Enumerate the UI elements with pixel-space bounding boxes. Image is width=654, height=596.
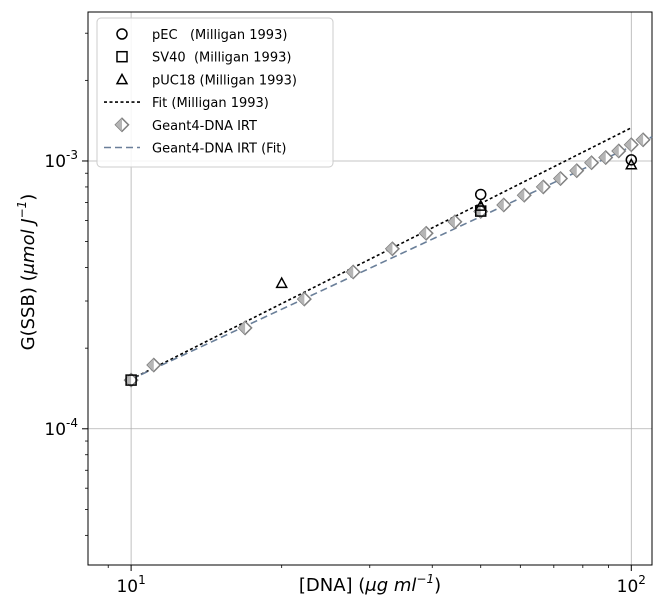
- legend-triangle-icon: [115, 72, 129, 85]
- diamond-marker: [384, 241, 400, 257]
- circle-marker: [474, 188, 487, 201]
- diamond-half-fill: [497, 198, 504, 212]
- diamond-marker: [552, 170, 569, 187]
- diamond-marker: [623, 137, 639, 153]
- diamond-half-fill: [636, 133, 644, 147]
- legend-label: Geant4-DNA IRT (Fit): [152, 142, 286, 157]
- x-axis-label-sup: −1: [416, 572, 434, 586]
- legend-label: Fit (Milligan 1993): [152, 96, 269, 111]
- triangle-marker: [474, 199, 487, 211]
- diamond-half-fill: [599, 151, 606, 165]
- legend-box: [96, 17, 334, 168]
- diamond-marker: [146, 357, 162, 373]
- diamond-half-fill: [612, 144, 619, 158]
- diamond-marker: [496, 197, 512, 213]
- diamond-marker: [611, 143, 627, 159]
- legend-diamond-icon: [114, 117, 130, 133]
- diamond-marker: [418, 225, 434, 241]
- diamond-marker: [296, 291, 312, 307]
- diamond-half-fill: [238, 321, 246, 335]
- y-axis-label-math: μmol J: [18, 218, 39, 275]
- diamond-marker: [345, 264, 361, 280]
- diamond-marker: [516, 187, 532, 203]
- diamond-half-fill: [419, 226, 427, 240]
- diamond-marker: [584, 155, 600, 171]
- diamond-half-fill: [448, 215, 455, 229]
- legend-label: pEC (Milligan 1993): [152, 28, 287, 43]
- diamond-half-fill: [554, 172, 561, 186]
- circle-marker: [625, 154, 638, 166]
- diamond-half-fill: [624, 138, 632, 152]
- y-axis-label-sup: −1: [15, 201, 29, 219]
- diamond-half-fill: [385, 242, 393, 256]
- legend-label: pUC18 (Milligan 1993): [152, 73, 297, 88]
- legend-circle-icon: [116, 28, 128, 40]
- ticks: [82, 32, 632, 571]
- diamond-half-fill: [147, 358, 154, 372]
- x-axis-label-math: μg ml: [364, 575, 416, 596]
- legend: pEC (Milligan 1993) SV40 (Milligan 1993) p…: [96, 17, 334, 168]
- square-marker: [474, 205, 487, 217]
- square-marker: [125, 374, 137, 386]
- diamond-marker: [598, 149, 614, 166]
- markers: [123, 132, 651, 388]
- diamond-half-fill: [297, 292, 305, 306]
- diamond-half-fill: [124, 373, 132, 387]
- x-axis-label-close: ): [434, 575, 441, 596]
- x-axis-label: [DNA] (μg ml−1): [299, 572, 441, 596]
- diamond-half-fill: [570, 164, 577, 178]
- x-tick-label: 102: [617, 573, 646, 596]
- diamond-half-fill: [474, 204, 481, 218]
- x-tick-label: 101: [116, 573, 145, 596]
- legend-label: Geant4-DNA IRT: [152, 119, 257, 134]
- y-axis-label-text: G(SSB) (: [18, 274, 39, 350]
- diamond-half-fill: [115, 118, 122, 132]
- diamond-half-fill: [536, 180, 544, 194]
- diamond-marker: [535, 179, 551, 195]
- diamond-half-fill: [585, 156, 592, 170]
- legend-label: SV40 (Milligan 1993): [152, 51, 291, 66]
- diamond-marker: [447, 214, 463, 230]
- y-axis-label: G(SSB) (μmol J−1): [15, 194, 39, 351]
- diamond-marker: [635, 132, 651, 148]
- triangle-marker: [625, 157, 638, 170]
- y-tick-label: 10-4: [44, 416, 78, 440]
- diamond-marker: [237, 320, 253, 336]
- diamond-half-fill: [517, 188, 525, 202]
- tick-labels: 101 102 10-4 10-3: [44, 148, 646, 596]
- x-axis-label-text: [DNA] (: [299, 575, 365, 596]
- legend-square-icon: [116, 50, 128, 63]
- y-axis-label-close: ): [18, 194, 39, 201]
- diamond-marker: [569, 163, 585, 179]
- y-tick-label: 10-3: [44, 148, 78, 172]
- diamond-half-fill: [346, 265, 354, 279]
- triangle-marker: [275, 276, 288, 289]
